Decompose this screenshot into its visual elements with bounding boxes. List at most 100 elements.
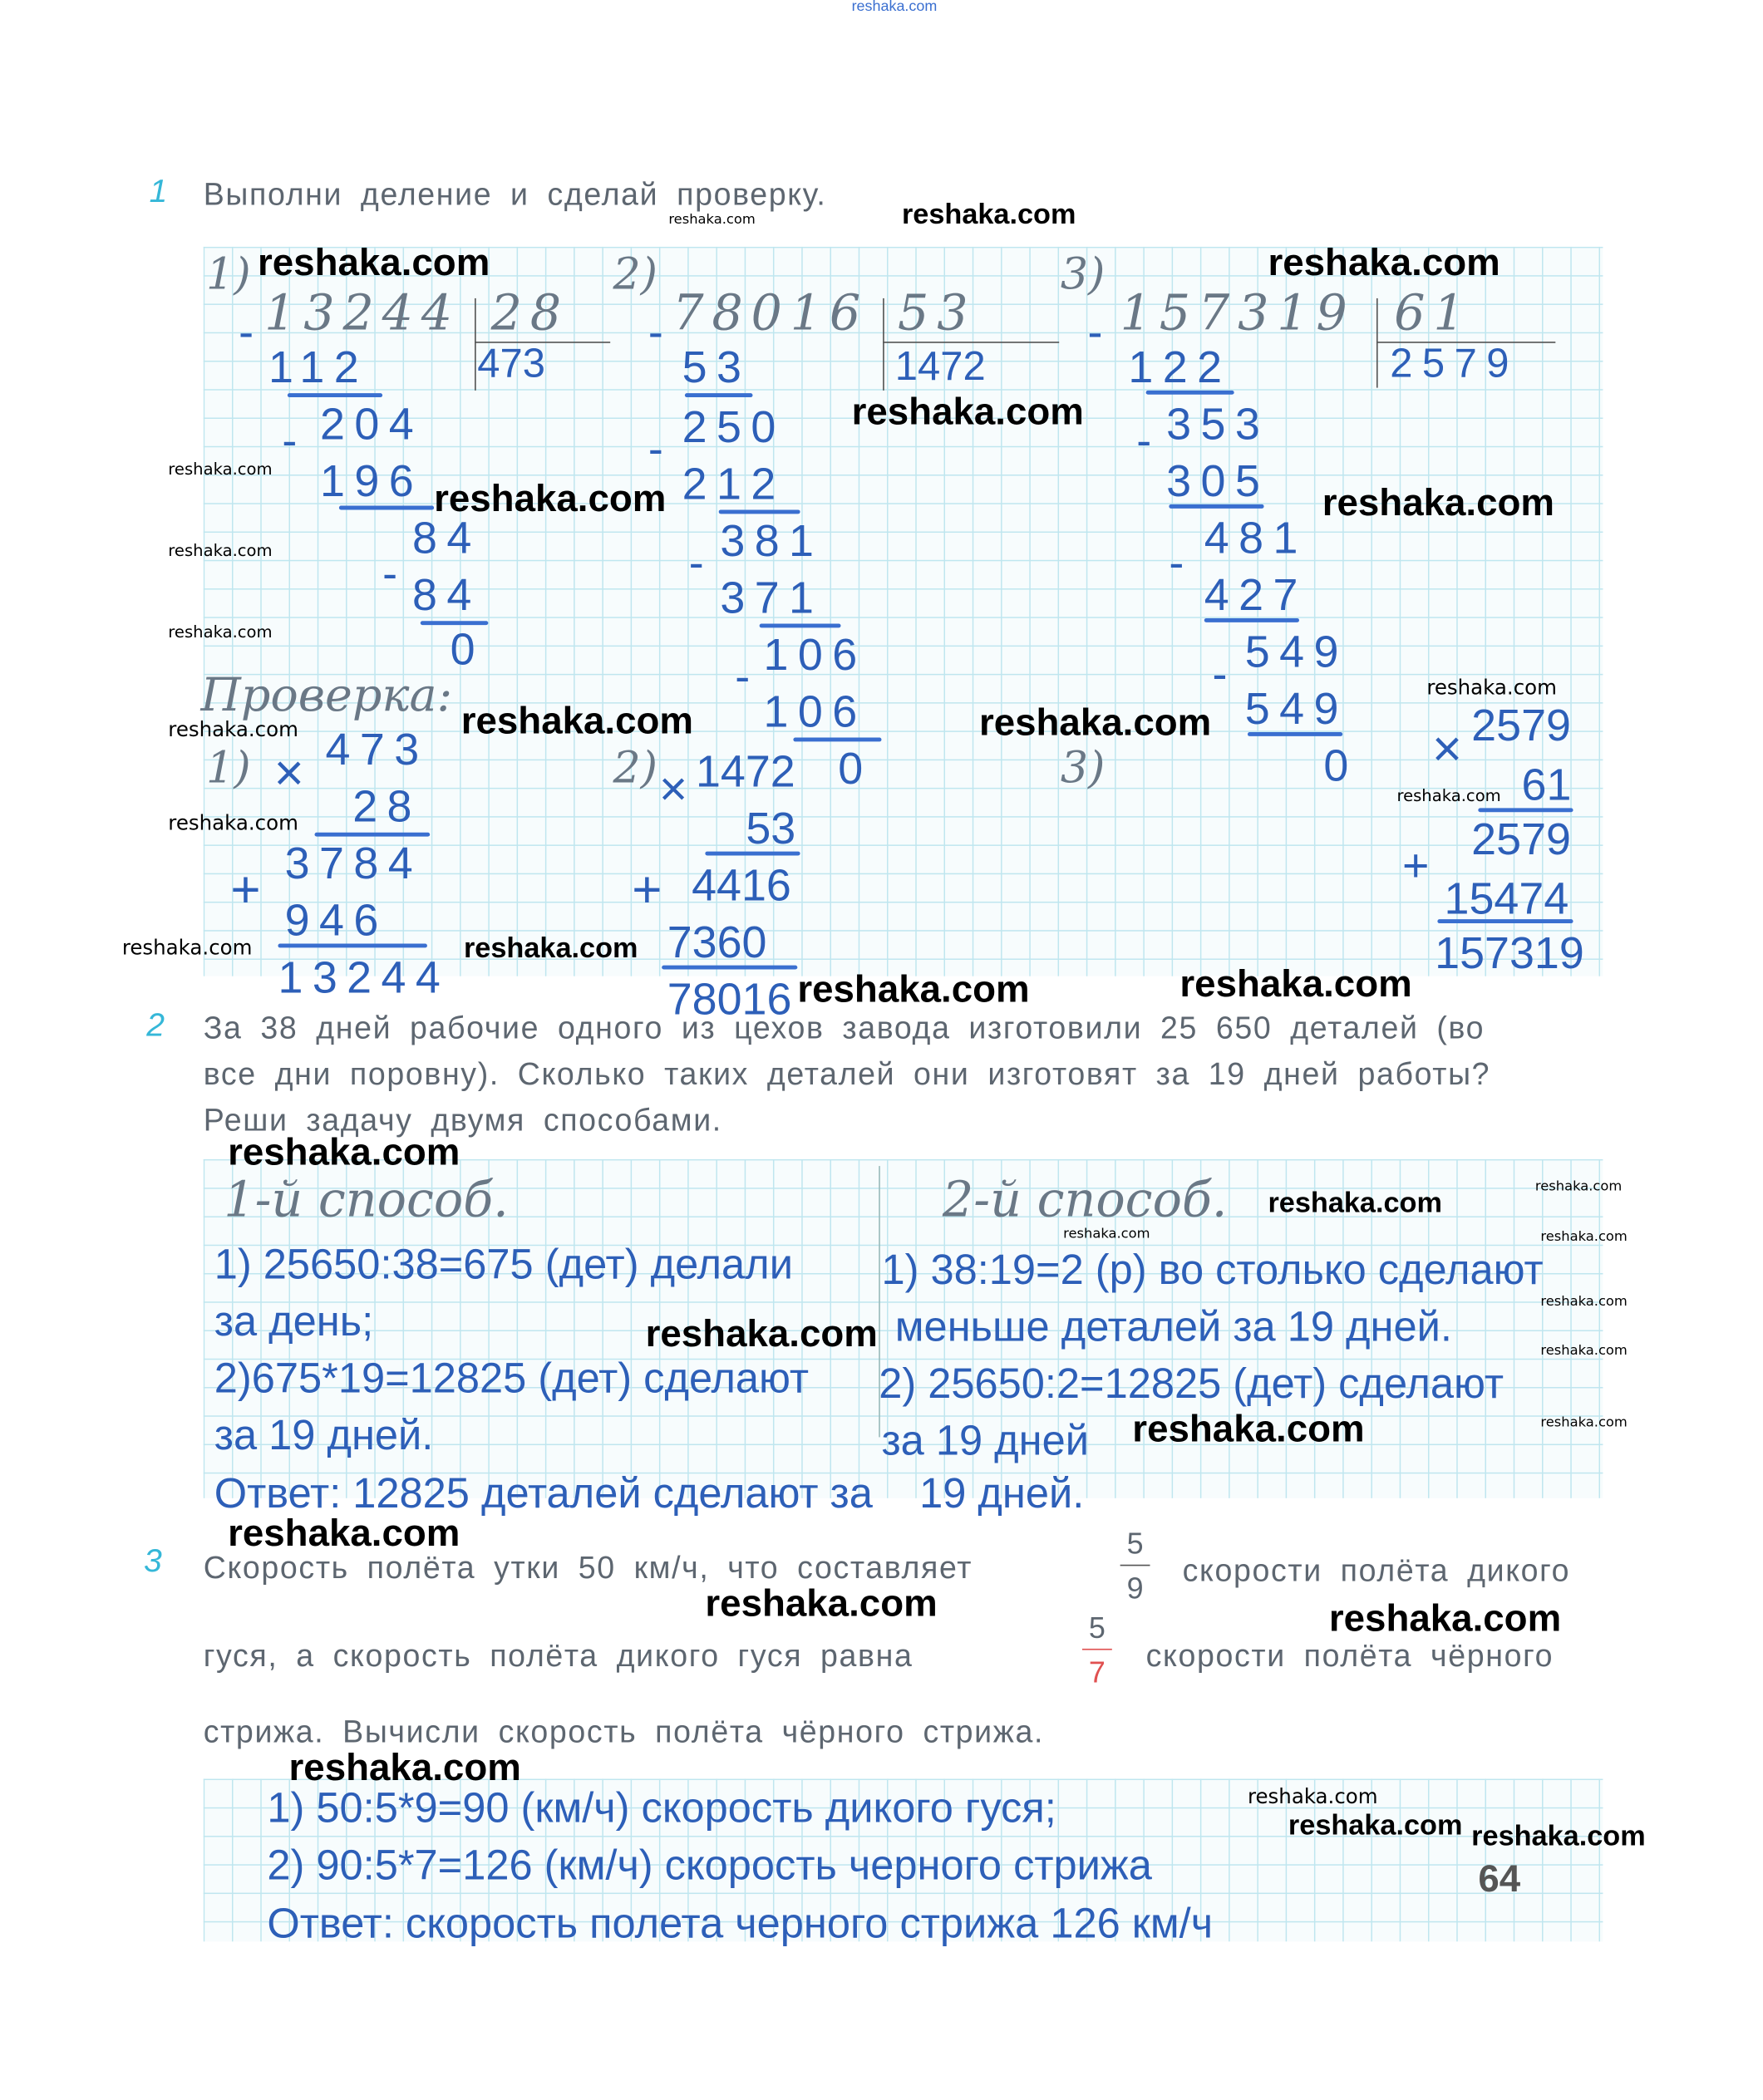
grid-task1 xyxy=(203,246,1603,976)
way1-line: за 19 дней. xyxy=(214,1411,434,1459)
check2-result: 78016 xyxy=(667,973,792,1024)
div2-step: 106 xyxy=(763,686,867,736)
watermark: reshaka.com xyxy=(1396,786,1501,806)
task3-number: 3 xyxy=(143,1542,162,1580)
multiply-sign: × xyxy=(1431,720,1472,779)
fraction-bar xyxy=(1081,1648,1112,1650)
watermark: reshaka.com xyxy=(1540,1295,1628,1311)
ways-divider xyxy=(879,1166,880,1438)
div3-step: 353 xyxy=(1166,398,1270,450)
div3-step: 122 xyxy=(1128,342,1232,392)
task3-answer-line: 1) 50:5*9=90 (км/ч) скорость дикого гуся… xyxy=(267,1784,1056,1832)
check1-b: 28 xyxy=(352,780,421,832)
div2-step: 250 xyxy=(682,401,785,452)
minus-sign: - xyxy=(1087,306,1112,357)
watermark: reshaka.com xyxy=(121,935,253,961)
fraction-denominator: 9 xyxy=(1126,1571,1144,1606)
underline xyxy=(1204,617,1299,622)
check2-a: 1472 xyxy=(695,745,795,796)
task3-answer-line: Ответ: скорость полета черного стрижа 12… xyxy=(267,1899,1214,1947)
fraction-bar xyxy=(1120,1564,1150,1566)
check2-p1: 4416 xyxy=(692,859,791,910)
div1-corner-h xyxy=(475,342,611,343)
watermark: reshaka.com xyxy=(901,199,1076,231)
check3-b: 61 xyxy=(1521,759,1572,810)
watermark: reshaka.com xyxy=(1063,1227,1150,1242)
div2-step: 381 xyxy=(720,514,824,566)
way2-line: 1) 38:19=2 (р) во столько сделают xyxy=(881,1246,1544,1294)
top-watermark: reshaka.com xyxy=(851,0,938,15)
grid-task3 xyxy=(203,1778,1603,1942)
watermark: reshaka.com xyxy=(1540,1343,1628,1359)
check1-result: 13244 xyxy=(278,952,451,1002)
watermark: reshaka.com xyxy=(228,1130,460,1173)
watermark: reshaka.com xyxy=(168,460,273,479)
div3-step: 549 xyxy=(1244,626,1348,677)
task3-line1: Скорость полёта утки 50 км/ч, что состав… xyxy=(203,1549,973,1586)
page-number: 64 xyxy=(1478,1857,1521,1900)
watermark: reshaka.com xyxy=(1328,1596,1562,1640)
div2-corner-h xyxy=(883,342,1060,343)
div2-quotient: 1472 xyxy=(894,344,986,390)
div1-step: 204 xyxy=(320,398,424,450)
watermark: reshaka.com xyxy=(434,477,667,519)
watermark: reshaka.com xyxy=(463,932,638,964)
fraction-numerator: 5 xyxy=(1126,1527,1144,1561)
div3-quotient: 2579 xyxy=(1390,342,1519,386)
div1-divisor: 28 xyxy=(490,286,569,342)
underline xyxy=(718,509,800,514)
watermark: reshaka.com xyxy=(1426,675,1557,700)
fraction-numerator: 5 xyxy=(1088,1611,1106,1645)
watermark: reshaka.com xyxy=(1540,1415,1628,1431)
task2-line: Реши задачу двумя способами. xyxy=(203,1102,722,1138)
way2-line: меньше деталей за 19 дней. xyxy=(894,1302,1452,1350)
task2-line: За 38 дней рабочие одного из цехов завод… xyxy=(203,1010,1485,1045)
watermark: reshaka.com xyxy=(460,699,694,742)
multiply-sign: × xyxy=(273,745,314,803)
check-title: Проверка: xyxy=(200,668,453,723)
plus-sign: + xyxy=(632,862,672,920)
underline xyxy=(705,851,800,856)
div1-dividend: 13244 xyxy=(264,286,460,342)
div2-dividend: 78016 xyxy=(672,286,869,342)
way1-line: 1) 25650:38=675 (дет) делали xyxy=(214,1240,793,1288)
div1-step: 84 xyxy=(411,569,481,620)
way2-title: 2-й способ. xyxy=(942,1173,1228,1229)
div1-quotient: 473 xyxy=(477,342,545,386)
div3-dividend: 157319 xyxy=(1120,286,1356,342)
div3-step: 549 xyxy=(1244,683,1348,734)
div2-step: 0 xyxy=(838,743,873,794)
way1-title: 1-й способ. xyxy=(224,1173,509,1229)
div3-corner xyxy=(1376,298,1378,388)
minus-sign: - xyxy=(648,306,673,357)
watermark: reshaka.com xyxy=(1132,1407,1365,1450)
watermark: reshaka.com xyxy=(1540,1229,1628,1245)
way1-line: 2)675*19=12825 (дет) сделают xyxy=(214,1354,810,1402)
grid-task2 xyxy=(203,1158,1603,1498)
minus-sign: - xyxy=(1136,415,1161,465)
task3-answer-line: 2) 90:5*7=126 (км/ч) скорость черного ст… xyxy=(267,1841,1152,1889)
task3-line3: стрижа. Вычисли скорость полёта чёрного … xyxy=(203,1714,1045,1749)
watermark: reshaka.com xyxy=(1179,962,1412,1005)
task3-line2b: скорости полёта чёрного xyxy=(1145,1637,1554,1674)
underline xyxy=(1145,390,1234,395)
watermark: reshaka.com xyxy=(1268,241,1500,283)
check1-label: 1) xyxy=(205,741,251,794)
minus-sign: - xyxy=(282,415,307,465)
check2-b: 53 xyxy=(746,802,796,853)
check3-p1: 2579 xyxy=(1471,813,1571,864)
check1-a: 473 xyxy=(325,724,429,775)
minus-sign: - xyxy=(1212,647,1237,699)
check3-result: 157319 xyxy=(1435,927,1584,978)
underline xyxy=(420,621,489,626)
minus-sign: - xyxy=(735,651,760,701)
watermark: reshaka.com xyxy=(645,1312,878,1355)
div2-divisor: 53 xyxy=(898,286,977,342)
check2-label: 2) xyxy=(613,741,658,794)
div1-step: 0 xyxy=(450,623,485,674)
watermark: reshaka.com xyxy=(1268,1188,1442,1219)
multiply-sign: × xyxy=(658,760,697,817)
check3-a: 2579 xyxy=(1471,699,1571,750)
div3-step: 305 xyxy=(1166,455,1270,506)
